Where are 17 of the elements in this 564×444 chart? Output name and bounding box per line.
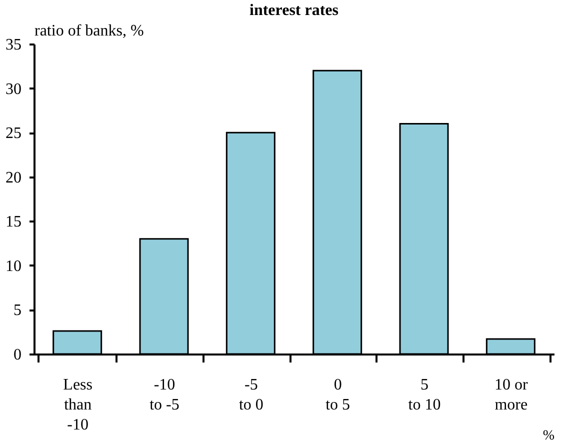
y-tick-label: 25 bbox=[6, 125, 22, 142]
y-axis-title: ratio of banks, % bbox=[34, 22, 144, 40]
x-tick-label: 5 to 10 bbox=[408, 376, 441, 414]
x-tick-label: 0 to 5 bbox=[326, 376, 350, 414]
y-tick-label: 20 bbox=[6, 169, 22, 186]
y-tick-label: 10 bbox=[6, 258, 22, 275]
y-tick-label: 15 bbox=[6, 214, 22, 231]
x-tick-label: 10 or more bbox=[494, 376, 529, 414]
y-tick-label: 0 bbox=[14, 346, 22, 364]
x-tick-label: -10 to -5 bbox=[150, 376, 180, 414]
chart-title: interest rates bbox=[250, 2, 338, 19]
x-tick-label: -5 to 0 bbox=[238, 376, 264, 414]
x-tick-label: Less than -10 bbox=[63, 376, 92, 434]
x-axis-title: % bbox=[542, 428, 555, 444]
y-tick-label: 5 bbox=[14, 302, 22, 320]
y-tick-label: 30 bbox=[6, 80, 22, 98]
y-tick-label: 35 bbox=[6, 36, 22, 54]
